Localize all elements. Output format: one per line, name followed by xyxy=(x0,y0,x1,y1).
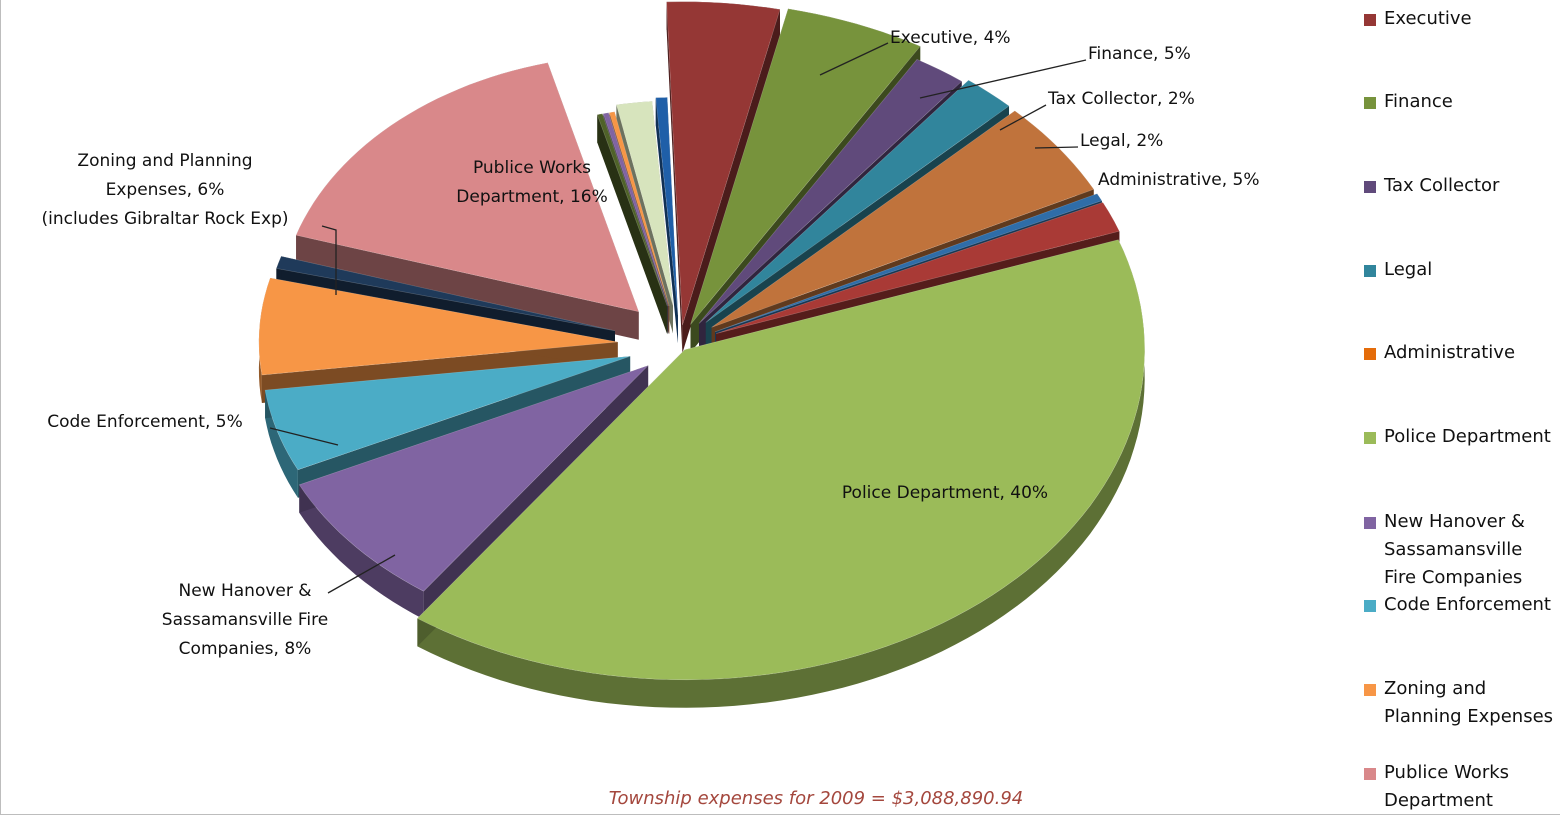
slice-label-9: Code Enforcement, 5% xyxy=(47,412,242,432)
pie-slice-unlabeled-5 xyxy=(714,193,1103,333)
slice-side-8 xyxy=(299,484,424,620)
slice-label-4: Administrative, 5% xyxy=(1098,170,1260,190)
slice-label-3: Legal, 2% xyxy=(1080,131,1163,151)
leader-line-10 xyxy=(321,225,337,295)
legend-swatch xyxy=(1364,348,1376,360)
label-leader-lines xyxy=(269,42,1087,594)
legend-label: Tax Collector xyxy=(1384,175,1500,196)
legend-label: Administrative xyxy=(1384,342,1516,363)
slice-wall-12-0 xyxy=(296,235,639,340)
legend-swatch xyxy=(1364,97,1376,109)
leader-line-9 xyxy=(269,427,339,446)
leader-line-3 xyxy=(1034,146,1079,149)
leader-line-2 xyxy=(999,104,1047,131)
legend-label: Police Department xyxy=(1384,426,1551,447)
pie-slice-tax-collector xyxy=(698,59,963,324)
pie-slice-unlabeled-6 xyxy=(716,202,1120,334)
expenses-total-note: Township expenses for 2009 = $3,088,890.… xyxy=(608,788,1024,809)
leader-line-8 xyxy=(327,554,396,594)
pie-slice-publice-works-department xyxy=(295,62,640,313)
pie-slice-police-department xyxy=(416,239,1146,681)
pie-slice-unlabeled-15 xyxy=(609,111,670,306)
pie-slice-legal xyxy=(705,79,1010,323)
legend-swatch xyxy=(1364,14,1376,26)
pie-slice-unlabeled-13 xyxy=(596,113,668,307)
slice-side-9 xyxy=(265,390,298,498)
slice-side-7 xyxy=(417,239,1145,708)
legend-swatch xyxy=(1364,768,1376,780)
slice-labels: Executive, 4% Finance, 5% Tax Collector, 2… xyxy=(41,28,1259,659)
slice-label-1: Finance, 5% xyxy=(1088,44,1191,64)
legend-label: Publice Works Department xyxy=(1384,762,1510,811)
pie-slice-unlabeled-14 xyxy=(602,112,669,307)
slice-label-12: Publice Works Department, 16% xyxy=(456,158,607,207)
pie-slice-zoning-and-planning-expenses xyxy=(258,277,618,376)
slice-label-7: Police Department, 40% xyxy=(842,483,1048,503)
legend-swatch xyxy=(1364,181,1376,193)
legend-swatch xyxy=(1364,600,1376,612)
pie-slice-new-hanover-sassamansville-fire-companies xyxy=(298,365,649,592)
legend-label: New Hanover & Sassamansville Fire Compan… xyxy=(1384,511,1525,588)
pie-slice-unlabeled-16 xyxy=(616,100,674,306)
legend-label: Legal xyxy=(1384,259,1433,280)
slice-label-10: Zoning and Planning Expenses, 6% (includes… xyxy=(41,151,288,229)
legend-label: Executive xyxy=(1384,8,1472,29)
legend-label: Zoning and Planning Expenses xyxy=(1384,678,1554,727)
pie-slice-finance xyxy=(690,8,921,325)
slice-wall-17-0 xyxy=(655,97,678,344)
legend-swatch xyxy=(1364,432,1376,444)
slice-label-2: Tax Collector, 2% xyxy=(1047,89,1195,109)
slice-label-0: Executive, 4% xyxy=(890,28,1011,48)
legend-swatch xyxy=(1364,684,1376,696)
legend-label: Finance xyxy=(1384,91,1453,112)
exploded-3d-pie-chart: Executive, 4% Finance, 5% Tax Collector, 2… xyxy=(41,1,1260,708)
leader-line-0 xyxy=(819,42,889,76)
pie-slice-unlabeled-17 xyxy=(655,97,679,316)
pie-slice-tops xyxy=(258,1,1146,681)
leader-line-1 xyxy=(919,59,1087,99)
legend-label: Code Enforcement xyxy=(1384,594,1551,615)
pie-slice-code-enforcement xyxy=(264,356,631,471)
legend-swatch xyxy=(1364,265,1376,277)
pie-slice-unlabeled-11 xyxy=(275,255,616,332)
legend-swatch xyxy=(1364,517,1376,529)
slice-wall-0-1 xyxy=(682,9,780,354)
slice-wall-0-0 xyxy=(666,1,683,354)
slice-label-8: New Hanover & Sassamansville Fire Companie… xyxy=(162,581,328,659)
pie-slice-executive xyxy=(666,1,781,326)
